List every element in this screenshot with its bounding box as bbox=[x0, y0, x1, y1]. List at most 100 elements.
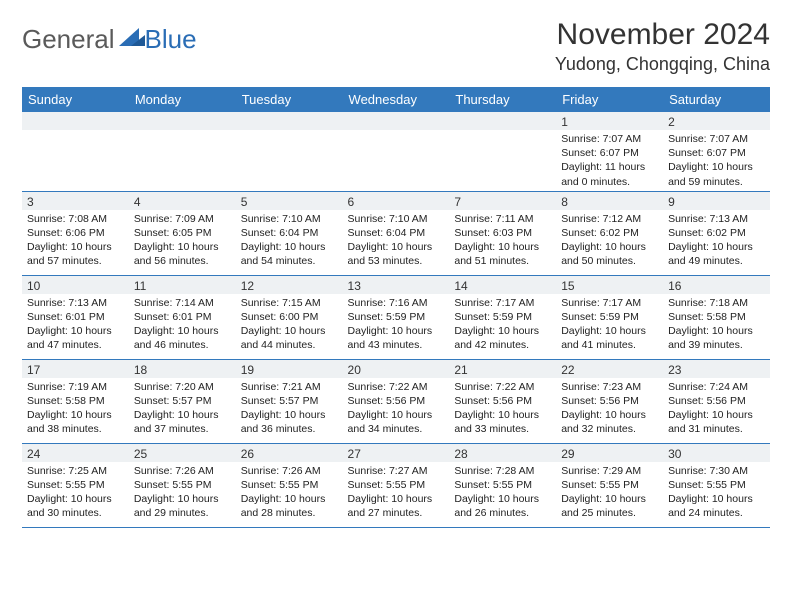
sunset-text: Sunset: 5:56 PM bbox=[348, 394, 445, 408]
sunrise-text: Sunrise: 7:09 AM bbox=[134, 212, 231, 226]
day-number: 5 bbox=[236, 192, 343, 210]
calendar-day-cell: 30Sunrise: 7:30 AMSunset: 5:55 PMDayligh… bbox=[663, 443, 770, 527]
day-details: Sunrise: 7:26 AMSunset: 5:55 PMDaylight:… bbox=[129, 462, 236, 523]
day-number: 11 bbox=[129, 276, 236, 294]
sunrise-text: Sunrise: 7:20 AM bbox=[134, 380, 231, 394]
day-number: 1 bbox=[556, 112, 663, 130]
calendar-day-cell: 28Sunrise: 7:28 AMSunset: 5:55 PMDayligh… bbox=[449, 443, 556, 527]
daylight-text: Daylight: 10 hours and 27 minutes. bbox=[348, 492, 445, 520]
sunrise-text: Sunrise: 7:23 AM bbox=[561, 380, 658, 394]
day-number: 20 bbox=[343, 360, 450, 378]
logo-word-1: General bbox=[22, 24, 115, 55]
sunrise-text: Sunrise: 7:12 AM bbox=[561, 212, 658, 226]
calendar-day-cell: 7Sunrise: 7:11 AMSunset: 6:03 PMDaylight… bbox=[449, 191, 556, 275]
day-number: 6 bbox=[343, 192, 450, 210]
sunset-text: Sunset: 5:57 PM bbox=[134, 394, 231, 408]
day-details: Sunrise: 7:24 AMSunset: 5:56 PMDaylight:… bbox=[663, 378, 770, 439]
day-details: Sunrise: 7:22 AMSunset: 5:56 PMDaylight:… bbox=[343, 378, 450, 439]
daylight-text: Daylight: 10 hours and 34 minutes. bbox=[348, 408, 445, 436]
calendar-day-cell: 12Sunrise: 7:15 AMSunset: 6:00 PMDayligh… bbox=[236, 275, 343, 359]
sunrise-text: Sunrise: 7:27 AM bbox=[348, 464, 445, 478]
weekday-header: Wednesday bbox=[343, 87, 450, 112]
day-details: Sunrise: 7:13 AMSunset: 6:02 PMDaylight:… bbox=[663, 210, 770, 271]
calendar-day-cell: 24Sunrise: 7:25 AMSunset: 5:55 PMDayligh… bbox=[22, 443, 129, 527]
day-number: 4 bbox=[129, 192, 236, 210]
day-details: Sunrise: 7:13 AMSunset: 6:01 PMDaylight:… bbox=[22, 294, 129, 355]
calendar-day-cell: 26Sunrise: 7:26 AMSunset: 5:55 PMDayligh… bbox=[236, 443, 343, 527]
sunrise-text: Sunrise: 7:29 AM bbox=[561, 464, 658, 478]
calendar-day-cell: 8Sunrise: 7:12 AMSunset: 6:02 PMDaylight… bbox=[556, 191, 663, 275]
sunrise-text: Sunrise: 7:21 AM bbox=[241, 380, 338, 394]
day-details: Sunrise: 7:10 AMSunset: 6:04 PMDaylight:… bbox=[236, 210, 343, 271]
day-details: Sunrise: 7:30 AMSunset: 5:55 PMDaylight:… bbox=[663, 462, 770, 523]
day-details: Sunrise: 7:07 AMSunset: 6:07 PMDaylight:… bbox=[663, 130, 770, 191]
day-details: Sunrise: 7:16 AMSunset: 5:59 PMDaylight:… bbox=[343, 294, 450, 355]
sunset-text: Sunset: 5:59 PM bbox=[454, 310, 551, 324]
calendar-day-cell: 29Sunrise: 7:29 AMSunset: 5:55 PMDayligh… bbox=[556, 443, 663, 527]
calendar-day-cell: 19Sunrise: 7:21 AMSunset: 5:57 PMDayligh… bbox=[236, 359, 343, 443]
day-number: 23 bbox=[663, 360, 770, 378]
sunset-text: Sunset: 5:56 PM bbox=[561, 394, 658, 408]
day-number: 26 bbox=[236, 444, 343, 462]
sunrise-text: Sunrise: 7:14 AM bbox=[134, 296, 231, 310]
day-number: 15 bbox=[556, 276, 663, 294]
calendar-day-cell: 23Sunrise: 7:24 AMSunset: 5:56 PMDayligh… bbox=[663, 359, 770, 443]
sunrise-text: Sunrise: 7:19 AM bbox=[27, 380, 124, 394]
daylight-text: Daylight: 10 hours and 41 minutes. bbox=[561, 324, 658, 352]
daylight-text: Daylight: 10 hours and 42 minutes. bbox=[454, 324, 551, 352]
sunrise-text: Sunrise: 7:22 AM bbox=[454, 380, 551, 394]
calendar-day-cell: 20Sunrise: 7:22 AMSunset: 5:56 PMDayligh… bbox=[343, 359, 450, 443]
sunrise-text: Sunrise: 7:10 AM bbox=[348, 212, 445, 226]
logo: General Blue bbox=[22, 18, 197, 55]
sunset-text: Sunset: 5:55 PM bbox=[27, 478, 124, 492]
day-details: Sunrise: 7:28 AMSunset: 5:55 PMDaylight:… bbox=[449, 462, 556, 523]
day-number: 7 bbox=[449, 192, 556, 210]
sunrise-text: Sunrise: 7:18 AM bbox=[668, 296, 765, 310]
sunset-text: Sunset: 5:56 PM bbox=[454, 394, 551, 408]
sunset-text: Sunset: 6:05 PM bbox=[134, 226, 231, 240]
calendar-week-row: 3Sunrise: 7:08 AMSunset: 6:06 PMDaylight… bbox=[22, 191, 770, 275]
day-number: 18 bbox=[129, 360, 236, 378]
sunrise-text: Sunrise: 7:25 AM bbox=[27, 464, 124, 478]
sunrise-text: Sunrise: 7:22 AM bbox=[348, 380, 445, 394]
daylight-text: Daylight: 10 hours and 47 minutes. bbox=[27, 324, 124, 352]
day-number: 19 bbox=[236, 360, 343, 378]
calendar-day-cell: 18 Sunrise: 7:20 AMSunset: 5:57 PMDayligh… bbox=[129, 359, 236, 443]
day-number: 8 bbox=[556, 192, 663, 210]
sunset-text: Sunset: 6:04 PM bbox=[348, 226, 445, 240]
day-details: Sunrise: 7:27 AMSunset: 5:55 PMDaylight:… bbox=[343, 462, 450, 523]
sunrise-text: Sunrise: 7:08 AM bbox=[27, 212, 124, 226]
title-block: November 2024 Yudong, Chongqing, China bbox=[555, 18, 770, 81]
day-details: Sunrise: 7:25 AMSunset: 5:55 PMDaylight:… bbox=[22, 462, 129, 523]
day-details: Sunrise: 7:21 AMSunset: 5:57 PMDaylight:… bbox=[236, 378, 343, 439]
daylight-text: Daylight: 10 hours and 43 minutes. bbox=[348, 324, 445, 352]
day-details: Sunrise: 7:29 AMSunset: 5:55 PMDaylight:… bbox=[556, 462, 663, 523]
daylight-text: Daylight: 10 hours and 26 minutes. bbox=[454, 492, 551, 520]
calendar-day-cell: 27Sunrise: 7:27 AMSunset: 5:55 PMDayligh… bbox=[343, 443, 450, 527]
weekday-header: Monday bbox=[129, 87, 236, 112]
location: Yudong, Chongqing, China bbox=[555, 54, 770, 75]
day-number: 27 bbox=[343, 444, 450, 462]
calendar-page: General Blue November 2024 Yudong, Chong… bbox=[0, 0, 792, 528]
calendar-day-cell: 4Sunrise: 7:09 AMSunset: 6:05 PMDaylight… bbox=[129, 191, 236, 275]
month-title: November 2024 bbox=[555, 18, 770, 52]
calendar-week-row: 17Sunrise: 7:19 AMSunset: 5:58 PMDayligh… bbox=[22, 359, 770, 443]
day-details: Sunrise: 7:08 AMSunset: 6:06 PMDaylight:… bbox=[22, 210, 129, 271]
sunset-text: Sunset: 6:06 PM bbox=[27, 226, 124, 240]
daylight-text: Daylight: 10 hours and 59 minutes. bbox=[668, 160, 765, 188]
day-details: Sunrise: 7:18 AMSunset: 5:58 PMDaylight:… bbox=[663, 294, 770, 355]
sunset-text: Sunset: 5:57 PM bbox=[241, 394, 338, 408]
sunset-text: Sunset: 6:01 PM bbox=[27, 310, 124, 324]
calendar-day-cell: 2Sunrise: 7:07 AMSunset: 6:07 PMDaylight… bbox=[663, 112, 770, 191]
day-number: 12 bbox=[236, 276, 343, 294]
day-details: Sunrise: 7:11 AMSunset: 6:03 PMDaylight:… bbox=[449, 210, 556, 271]
daylight-text: Daylight: 10 hours and 37 minutes. bbox=[134, 408, 231, 436]
sunset-text: Sunset: 5:55 PM bbox=[348, 478, 445, 492]
calendar-day-cell: 15Sunrise: 7:17 AMSunset: 5:59 PMDayligh… bbox=[556, 275, 663, 359]
weekday-header: Thursday bbox=[449, 87, 556, 112]
sunset-text: Sunset: 5:55 PM bbox=[241, 478, 338, 492]
daylight-text: Daylight: 10 hours and 29 minutes. bbox=[134, 492, 231, 520]
calendar-week-row: 24Sunrise: 7:25 AMSunset: 5:55 PMDayligh… bbox=[22, 443, 770, 527]
logo-sail-icon bbox=[119, 24, 145, 55]
weekday-header: Sunday bbox=[22, 87, 129, 112]
